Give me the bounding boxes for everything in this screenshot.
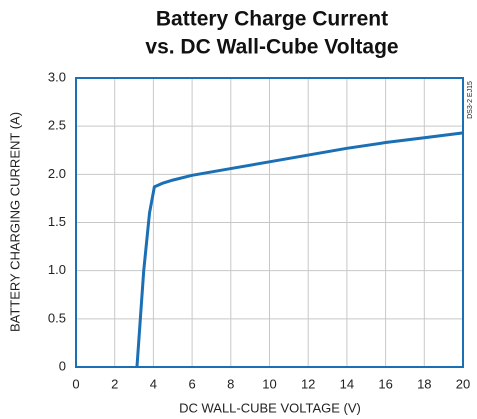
x-tick-label: 12 [301,376,315,391]
y-tick-label: 1.0 [48,262,66,277]
x-tick-label: 20 [456,376,470,391]
y-tick-label: 3.0 [48,69,66,84]
x-axis-label: DC WALL-CUBE VOLTAGE (V) [179,400,361,415]
data-line [135,131,464,368]
y-tick-label: 0.5 [48,310,66,325]
y-tick-label: 2.5 [48,118,66,133]
y-tick-label: 0 [59,358,66,373]
plot-frame [75,77,464,368]
chart-title: Battery Charge Current [156,8,388,31]
x-tick-label: 0 [72,376,79,391]
x-tick-label: 18 [417,376,431,391]
x-tick-label: 14 [340,376,354,391]
x-tick-label: 16 [378,376,392,391]
y-tick-label: 2.0 [48,166,66,181]
x-tick-label: 4 [150,376,157,391]
y-axis-label: BATTERY CHARGING CURRENT (A) [7,112,22,332]
x-tick-label: 2 [111,376,118,391]
y-tick-label: 1.5 [48,214,66,229]
annotation: DS3-2 EJ15 [467,81,474,119]
chart-subtitle: vs. DC Wall-Cube Voltage [145,36,398,59]
x-tick-label: 6 [188,376,195,391]
x-tick-label: 10 [262,376,276,391]
x-tick-label: 8 [227,376,234,391]
